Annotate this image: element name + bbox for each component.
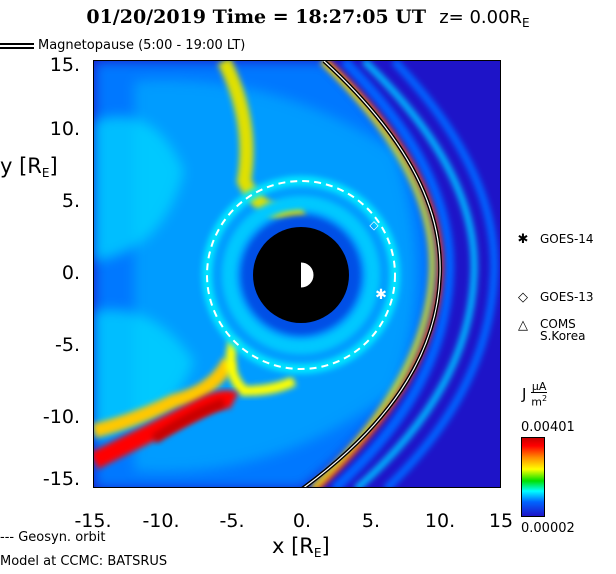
- tail-lobe: [94, 116, 184, 261]
- x-tick-label: -10.: [142, 510, 180, 532]
- y-tick-label: -15.: [42, 468, 80, 490]
- goes-14-marker: ✱: [375, 287, 387, 303]
- magnetopause-legend: Magnetopause (5:00 - 19:00 LT): [0, 38, 245, 53]
- current-sheet-arc: [225, 339, 297, 397]
- triangle-icon: △: [518, 318, 528, 333]
- sheath-band: [353, 61, 478, 487]
- ring-current: [222, 196, 380, 354]
- title-z-plane: z= 0.00RE: [439, 7, 530, 30]
- satellite-legend-coms: △ COMS S.Korea: [516, 318, 585, 342]
- y-tick-label: -10.: [42, 406, 80, 428]
- x-tick-label: 0.: [292, 510, 312, 532]
- satellite-legend-goes13: ◇ GOES-13: [516, 290, 594, 305]
- geosync-orbit: [206, 180, 396, 370]
- tail-current-streak: [151, 398, 226, 444]
- colorbar: [521, 437, 545, 517]
- y-tick-label: 5.: [61, 190, 80, 212]
- x-tick-label: 15: [488, 510, 514, 532]
- satellite-name: COMS S.Korea: [540, 317, 586, 343]
- goes-13-marker: ◇: [369, 218, 379, 232]
- sheath-band: [330, 61, 455, 487]
- satellite-name: GOES-13: [540, 290, 594, 304]
- current-sheet-arc: [94, 357, 236, 438]
- colorbar-max: 0.00401: [521, 420, 575, 435]
- diamond-icon: ◇: [518, 290, 528, 305]
- tail-lobe: [94, 309, 194, 441]
- plot-svg: ✱ ◇: [94, 61, 500, 487]
- model-credit: Model at CCMC: BATSRUS: [0, 554, 168, 569]
- x-axis-label: x [RE]: [272, 534, 330, 560]
- y-tick-label: 15.: [49, 54, 80, 76]
- colorbar-min: 0.00002: [521, 521, 575, 536]
- satellite-legend-goes14: ✱ GOES-14: [516, 232, 594, 247]
- geosync-legend: --- Geosyn. orbit: [0, 530, 106, 545]
- current-density-plot: ✱ ◇: [93, 60, 501, 488]
- asterisk-icon: ✱: [517, 232, 529, 247]
- satellite-name: GOES-14: [540, 232, 594, 246]
- x-tick-label: 10.: [424, 510, 456, 532]
- magnetopause-current: [309, 61, 436, 487]
- plot-title: 01/20/2019 Time = 18:27:05 UT z= 0.00RE: [0, 6, 616, 30]
- earth-night-side: [288, 262, 301, 288]
- x-tick-label: -5.: [219, 510, 245, 532]
- y-axis-label: y [RE]: [0, 154, 58, 180]
- y-tick-label: -5.: [55, 334, 80, 356]
- title-main: 01/20/2019 Time = 18:27:05 UT: [86, 6, 426, 28]
- y-tick-label: 10.: [49, 118, 80, 140]
- y-tick-label: 0.: [61, 262, 80, 284]
- magnetopause-legend-label: Magnetopause (5:00 - 19:00 LT): [38, 38, 246, 53]
- magnetopause-line-swatch: [0, 42, 34, 49]
- magnetopause-line-core: [303, 61, 441, 487]
- colorbar-label: J μA m2: [522, 380, 548, 409]
- x-tick-label: 5.: [361, 510, 381, 532]
- sheath-band: [383, 61, 499, 487]
- x-tick-label: -15.: [74, 510, 112, 532]
